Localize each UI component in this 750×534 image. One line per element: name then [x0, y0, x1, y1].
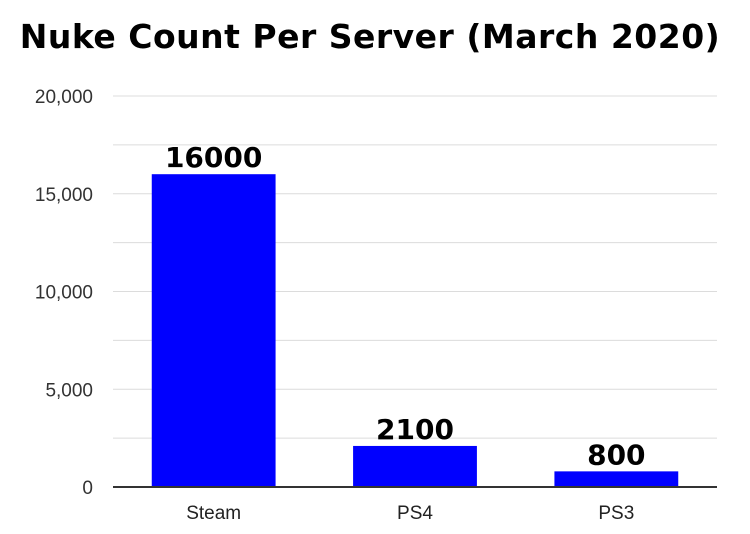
x-tick-label: PS4: [397, 503, 433, 524]
data-labels: 16000 2100 800: [165, 141, 646, 471]
y-tick-label: 20,000: [35, 87, 93, 108]
x-axis-categories: Steam PS4 PS3: [186, 503, 634, 524]
y-axis-ticks: 0 5,000 10,000 15,000 20,000: [35, 87, 93, 499]
y-tick-label: 0: [82, 478, 93, 499]
bar-ps3: [554, 471, 679, 487]
y-tick-label: 5,000: [45, 380, 93, 401]
data-label: 2100: [376, 413, 454, 446]
bars: [151, 174, 679, 487]
data-label: 16000: [165, 141, 262, 174]
data-label: 800: [587, 438, 645, 471]
y-tick-label: 15,000: [35, 185, 93, 206]
y-tick-label: 10,000: [35, 283, 93, 304]
x-tick-label: PS3: [598, 503, 634, 524]
x-tick-label: Steam: [186, 503, 241, 524]
chart-title: Nuke Count Per Server (March 2020): [20, 17, 721, 56]
bar-steam: [151, 174, 276, 487]
bar-ps4: [353, 445, 477, 487]
